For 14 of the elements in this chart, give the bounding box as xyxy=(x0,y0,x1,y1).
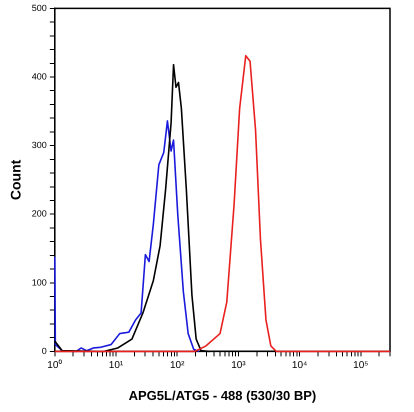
x-tick-label: 10⁴ xyxy=(292,360,308,372)
x-tick-label: 10¹ xyxy=(108,360,124,372)
x-tick-label: 10² xyxy=(170,360,186,372)
y-tick-label: 0 xyxy=(42,346,47,356)
x-axis-title: APG5L/ATG5 - 488 (530/30 BP) xyxy=(128,388,316,403)
x-tick-label: 10⁰ xyxy=(47,359,62,372)
y-tick-label: 200 xyxy=(32,208,47,219)
y-tick-label: 400 xyxy=(32,71,47,82)
y-tick-label: 500 xyxy=(32,2,47,13)
x-tick-label: 10³ xyxy=(231,360,246,372)
x-tick-label: 10⁵ xyxy=(353,360,368,372)
y-axis-title: Count xyxy=(7,159,24,200)
y-tick-label: 300 xyxy=(32,140,47,150)
y-tick-label: 100 xyxy=(32,277,47,288)
